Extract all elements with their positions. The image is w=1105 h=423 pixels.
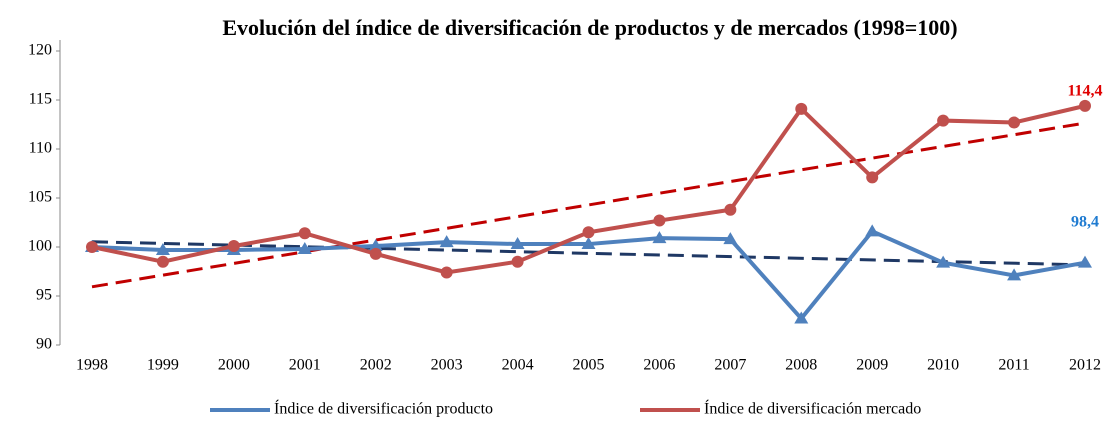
x-tick-label: 2004: [502, 357, 534, 374]
point: [86, 241, 98, 253]
point: [511, 255, 524, 268]
point: [866, 171, 879, 184]
point: [369, 247, 382, 260]
point: [156, 255, 169, 268]
x-tick-label: 2003: [431, 357, 463, 374]
point: [794, 311, 809, 324]
point: [723, 232, 738, 245]
point: [297, 241, 312, 254]
x-tick-label: 2007: [714, 357, 746, 374]
point: [581, 237, 596, 250]
x-tick-label: 2011: [998, 357, 1029, 374]
point: [937, 114, 950, 127]
point: [865, 224, 880, 237]
x-tick-label: 2009: [856, 357, 888, 374]
data-label: 114,4: [1067, 83, 1102, 100]
y-tick-label: 95: [36, 287, 52, 304]
point: [298, 227, 311, 240]
x-tick-label: 1999: [147, 357, 179, 374]
point: [936, 255, 951, 268]
x-tick-label: 2010: [927, 357, 959, 374]
x-tick-label: 2006: [643, 357, 675, 374]
point: [510, 237, 525, 250]
x-tick-label: 2002: [360, 357, 392, 374]
point: [439, 235, 454, 248]
point: [653, 214, 666, 227]
y-tick-label: 120: [28, 42, 52, 59]
point: [1007, 268, 1022, 281]
point: [582, 226, 595, 239]
point: [227, 240, 240, 253]
point: [440, 266, 453, 279]
y-tick-label: 115: [29, 91, 52, 108]
y-tick-label: 105: [28, 189, 52, 206]
x-tick-label: 2000: [218, 357, 250, 374]
point: [155, 242, 170, 255]
data-label: 98,4: [1071, 213, 1099, 230]
point: [1078, 255, 1092, 268]
legend-label: Índice de diversificación producto: [274, 399, 493, 418]
trend-line: [91, 240, 1086, 267]
x-tick-label: 2008: [785, 357, 817, 374]
x-tick-label: 2005: [573, 357, 605, 374]
x-tick-label: 2012: [1069, 357, 1101, 374]
x-tick-label: 2001: [289, 357, 321, 374]
point: [652, 231, 667, 244]
point: [1008, 116, 1021, 129]
point: [368, 239, 383, 252]
x-tick-label: 1998: [76, 357, 108, 374]
point: [795, 102, 808, 115]
y-tick-label: 110: [29, 140, 52, 157]
point: [1079, 99, 1091, 112]
point: [724, 203, 737, 216]
y-tick-label: 90: [36, 336, 52, 353]
y-tick-label: 100: [28, 238, 52, 255]
chart-title: Evolución del índice de diversificación …: [222, 15, 957, 40]
legend-label: Índice de diversificación mercado: [704, 399, 921, 418]
